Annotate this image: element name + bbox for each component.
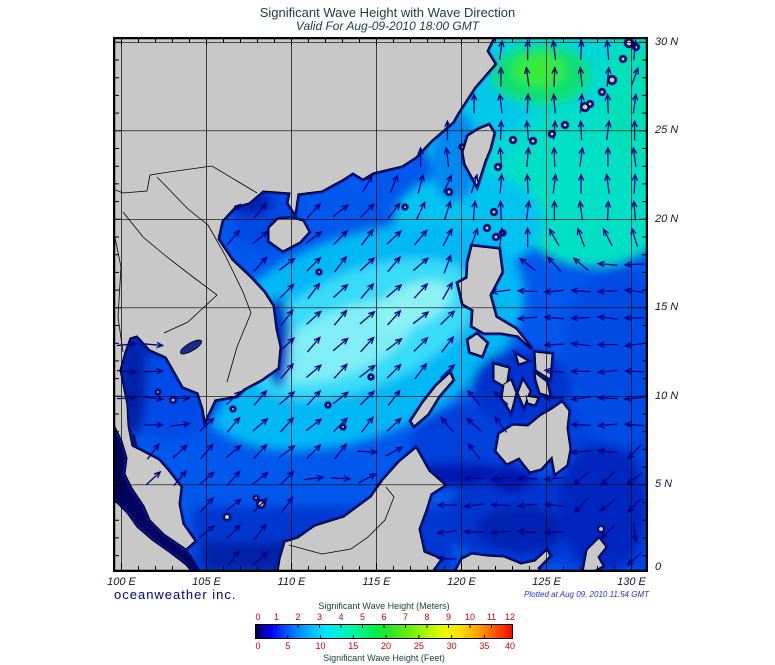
lon-label-130: 130 E	[617, 576, 646, 588]
map-canvas	[112, 36, 649, 573]
lat-label-25: 25 N	[655, 124, 679, 137]
legend-feet-tick-0: 0	[255, 641, 261, 651]
legend-feet-tick-25: 25	[413, 641, 424, 651]
valid-time-subtitle: Valid For Aug-09-2010 18:00 GMT	[295, 19, 480, 33]
tonle-sap-lake	[180, 339, 202, 355]
degree-tick-marks	[115, 39, 646, 570]
legend-meters-tick-4: 4	[338, 612, 344, 622]
map-area	[112, 36, 649, 573]
lon-label-100: 100 E	[107, 576, 136, 588]
legend-meters-scale: 0 1 2 3 4 5 6 7 8 9 10 11 12	[255, 612, 516, 622]
map-frame	[112, 36, 649, 573]
lat-label-10: 10 N	[655, 389, 679, 402]
legend-meters-tick-11: 11	[486, 612, 497, 622]
oceanweather-logo-text: oceanweather inc.	[114, 587, 237, 602]
legend-feet-tick-40: 40	[504, 641, 516, 651]
legend-feet-tick-5: 5	[285, 641, 291, 651]
lat-label-20: 20 N	[655, 212, 679, 225]
legend-meters-tick-8: 8	[424, 612, 430, 622]
lat-lon-gridlines	[113, 37, 648, 572]
longitude-axis: 100 E 105 E 110 E 115 E 120 E 125 E 130 E	[107, 576, 648, 590]
country-borders	[113, 165, 395, 555]
page-title: Significant Wave Height with Wave Direct…	[259, 5, 516, 20]
plotted-timestamp: Plotted at Aug 09, 2010 11:54 GMT	[524, 590, 649, 599]
lat-label-0: 0	[655, 560, 662, 573]
legend-feet-tick-10: 10	[315, 641, 326, 651]
legend-feet-tick-35: 35	[479, 641, 490, 651]
legend-meters-tick-5: 5	[359, 612, 366, 622]
legend-meters-tick-10: 10	[464, 612, 476, 622]
legend-feet-tick-30: 30	[446, 641, 457, 651]
lon-label-120: 120 E	[447, 576, 476, 588]
wave-direction-arrows	[116, 39, 645, 567]
legend-feet-scale: 0 5 10 15 20 25 30 35 40	[255, 641, 516, 651]
legend-meters-tick-2: 2	[295, 612, 301, 622]
lat-label-5: 5 N	[655, 478, 673, 491]
lon-label-105: 105 E	[192, 576, 221, 588]
legend-meters-tick-6: 6	[381, 612, 387, 622]
legend-feet-title: Significant Wave Height (Feet)	[323, 653, 445, 663]
lat-label-15: 15 N	[655, 301, 679, 314]
lon-label-110: 110 E	[277, 576, 306, 588]
legend-color-bar	[255, 624, 513, 639]
legend-meters-title: Significant Wave Height (Meters)	[318, 601, 450, 611]
latitude-axis: 30 N 25 N 20 N 15 N 10 N 5 N 0	[655, 35, 715, 573]
legend-feet-tick-15: 15	[348, 641, 359, 651]
legend-meters-tick-7: 7	[402, 612, 409, 622]
legend-meters-tick-3: 3	[316, 612, 323, 622]
legend-meters-tick-12: 12	[504, 612, 516, 622]
lat-label-30: 30 N	[655, 35, 679, 48]
lon-label-125: 125 E	[532, 576, 561, 588]
legend-meters-tick-0: 0	[255, 612, 261, 622]
legend-meters-tick-9: 9	[445, 612, 452, 622]
legend-feet-tick-20: 20	[381, 641, 392, 651]
legend-meters-tick-1: 1	[273, 612, 280, 622]
lon-label-115: 115 E	[362, 576, 391, 588]
